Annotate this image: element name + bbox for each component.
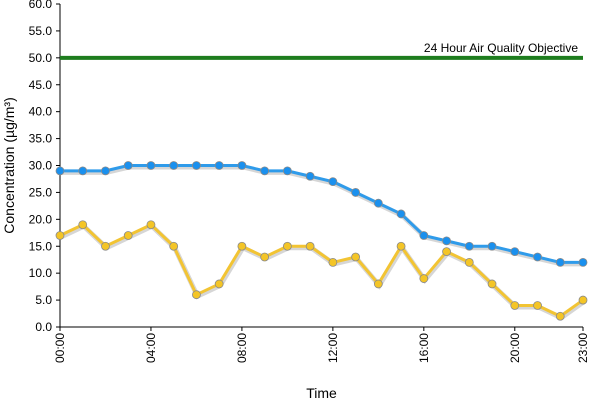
series-2-point: [282, 241, 292, 251]
series-2-point: [192, 290, 201, 300]
x-tick-label: 04:00: [144, 333, 158, 363]
series-1-point: [305, 171, 315, 181]
series-2-point: [169, 241, 179, 251]
y-tick-label: 15.0: [29, 239, 53, 253]
series-2-line: [59, 223, 584, 318]
y-tick-label: 0.0: [35, 320, 52, 334]
x-tick-label: 12:00: [326, 333, 340, 363]
y-tick-label: 25.0: [29, 185, 53, 199]
series-2-point: [578, 295, 588, 305]
y-tick-label: 55.0: [29, 24, 53, 38]
y-axis-ticks: 0.0 5.0 10.0 15.0 20.0 25.0 30.0 35.0 40.0 45.0 50…: [29, 0, 60, 334]
x-axis-ticks: 00:00 04:00 08:00 12:00 16:00 20:00 23:00: [53, 327, 590, 363]
series-1-point: [510, 247, 520, 257]
series-1-point: [192, 161, 201, 170]
series-2-point: [396, 241, 406, 251]
series-2-point: [442, 247, 451, 257]
series-2-point: [533, 301, 542, 310]
series-2-point: [555, 311, 565, 321]
series-1-point: [351, 188, 361, 197]
series-1-point: [328, 177, 338, 187]
series-1-point: [214, 161, 224, 170]
series-1-point: [464, 241, 474, 251]
series-1-point: [55, 166, 65, 176]
series-1-line: [60, 164, 583, 264]
x-tick-label: 08:00: [235, 333, 249, 363]
series-2-point: [146, 220, 156, 230]
series-1-point: [396, 209, 406, 219]
series-2-point: [237, 241, 247, 251]
series-2-point: [55, 231, 65, 240]
series-1-point: [260, 166, 270, 176]
series-1-point: [373, 198, 383, 208]
x-tick-label: 23:00: [576, 333, 590, 363]
series-2-point: [78, 220, 88, 230]
series-1-point: [555, 257, 565, 267]
series-1-point: [442, 236, 451, 246]
series-1-point: [101, 166, 110, 176]
series-2-point: [351, 252, 361, 262]
y-tick-label: 45.0: [29, 78, 53, 92]
series-2-point: [510, 301, 520, 310]
y-tick-label: 50.0: [29, 51, 53, 65]
series-1-point: [78, 166, 88, 176]
series-2-point: [464, 257, 474, 267]
series-1-point: [146, 161, 156, 170]
series-2-point: [260, 252, 270, 262]
y-axis-title: Concentration (µg/m³): [1, 97, 17, 233]
series-2-point: [123, 231, 133, 240]
y-tick-label: 30.0: [29, 159, 53, 173]
x-axis-title: Time: [306, 385, 337, 400]
series-1-point: [237, 161, 247, 170]
series-1-point: [487, 241, 497, 251]
series-layer: [55, 161, 588, 321]
series-1: [55, 161, 588, 267]
y-tick-label: 35.0: [29, 132, 53, 146]
series-2-point: [305, 241, 315, 251]
series-1-point: [282, 166, 292, 176]
series-1-point: [533, 252, 542, 262]
y-tick-label: 60.0: [29, 0, 53, 11]
series-2-point: [487, 279, 497, 289]
reference-line-label: 24 Hour Air Quality Objective: [424, 41, 578, 55]
x-tick-label: 00:00: [53, 333, 67, 363]
y-tick-label: 10.0: [29, 266, 53, 280]
series-2-point: [373, 279, 383, 289]
y-tick-label: 20.0: [29, 212, 53, 226]
series-2-point: [214, 279, 224, 289]
series-2-point: [101, 241, 110, 251]
y-tick-label: 40.0: [29, 105, 53, 119]
series-1-point: [419, 231, 429, 240]
series-2-point: [419, 274, 429, 283]
series-1-point: [123, 161, 133, 170]
series-2-point: [328, 257, 338, 267]
x-tick-label: 20:00: [508, 333, 522, 363]
x-tick-label: 16:00: [417, 333, 431, 363]
series-2-shadow: [59, 223, 586, 321]
series-1-point: [169, 161, 179, 170]
series-1-point: [578, 257, 588, 267]
y-tick-label: 5.0: [35, 293, 52, 307]
series-2: [55, 220, 588, 321]
